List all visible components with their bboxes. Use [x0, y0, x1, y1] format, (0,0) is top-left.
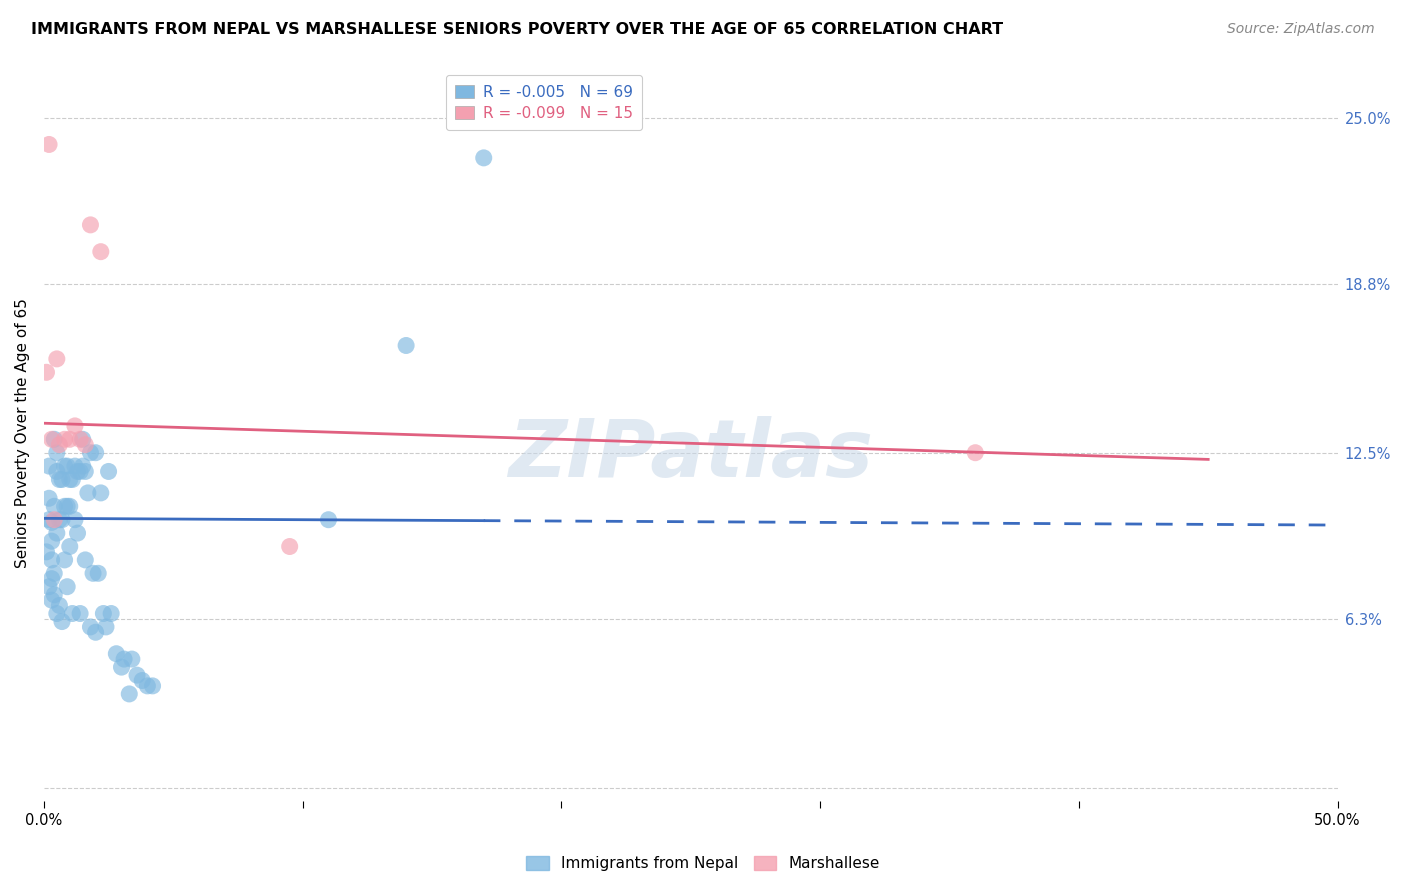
Point [79, 620, 101, 634]
Point [38, 459, 60, 474]
Point [44, 566, 66, 581]
Point [278, 540, 301, 554]
Point [44, 500, 66, 514]
Point [45, 446, 67, 460]
Point [38, 580, 60, 594]
Point [38, 491, 60, 506]
Point [44, 513, 66, 527]
Point [136, 679, 159, 693]
Point [76, 486, 98, 500]
Point [35, 365, 58, 379]
Point [395, 338, 418, 352]
Point [112, 652, 135, 666]
Point [72, 432, 94, 446]
Point [66, 465, 89, 479]
Point [472, 151, 495, 165]
Point [72, 459, 94, 474]
Point [35, 545, 58, 559]
Point [59, 432, 82, 446]
Point [44, 432, 66, 446]
Point [53, 553, 76, 567]
Point [48, 437, 70, 451]
Point [45, 526, 67, 541]
Point [45, 607, 67, 621]
Point [121, 652, 143, 666]
Point [45, 465, 67, 479]
Point [84, 625, 107, 640]
Point [41, 572, 63, 586]
Point [63, 459, 86, 474]
Point [45, 351, 67, 366]
Text: IMMIGRANTS FROM NEPAL VS MARSHALLESE SENIORS POVERTY OVER THE AGE OF 65 CORRELAT: IMMIGRANTS FROM NEPAL VS MARSHALLESE SEN… [31, 22, 1002, 37]
Point [56, 500, 79, 514]
Point [131, 673, 153, 688]
Point [79, 218, 101, 232]
Point [69, 465, 91, 479]
Point [75, 465, 97, 479]
Point [94, 620, 117, 634]
Point [965, 446, 987, 460]
Point [60, 473, 83, 487]
Text: Source: ZipAtlas.com: Source: ZipAtlas.com [1227, 22, 1375, 37]
Legend: Immigrants from Nepal, Marshallese: Immigrants from Nepal, Marshallese [520, 850, 886, 877]
Point [318, 513, 340, 527]
Point [82, 566, 104, 581]
Y-axis label: Seniors Poverty Over the Age of 65: Seniors Poverty Over the Age of 65 [15, 298, 30, 567]
Point [60, 607, 83, 621]
Point [48, 473, 70, 487]
Point [53, 500, 76, 514]
Point [59, 500, 82, 514]
Point [69, 607, 91, 621]
Point [56, 580, 79, 594]
Point [53, 432, 76, 446]
Point [110, 660, 132, 674]
Point [75, 553, 97, 567]
Text: ZIPatlas: ZIPatlas [508, 416, 873, 493]
Point [93, 607, 115, 621]
Point [118, 687, 141, 701]
Legend: R = -0.005   N = 69, R = -0.099   N = 15: R = -0.005 N = 69, R = -0.099 N = 15 [446, 76, 643, 130]
Point [48, 599, 70, 613]
Point [79, 446, 101, 460]
Point [75, 437, 97, 451]
Point [125, 668, 148, 682]
Point [38, 513, 60, 527]
Point [51, 513, 73, 527]
Point [97, 465, 120, 479]
Point [48, 513, 70, 527]
Point [87, 566, 110, 581]
Point [53, 459, 76, 474]
Point [84, 446, 107, 460]
Point [44, 588, 66, 602]
Point [41, 432, 63, 446]
Point [41, 593, 63, 607]
Point [90, 244, 112, 259]
Point [90, 486, 112, 500]
Point [105, 647, 128, 661]
Point [51, 473, 73, 487]
Point [63, 513, 86, 527]
Point [38, 137, 60, 152]
Point [41, 516, 63, 530]
Point [100, 607, 122, 621]
Point [41, 553, 63, 567]
Point [66, 526, 89, 541]
Point [59, 473, 82, 487]
Point [41, 534, 63, 549]
Point [56, 459, 79, 474]
Point [69, 432, 91, 446]
Point [142, 679, 165, 693]
Point [63, 418, 86, 433]
Point [51, 615, 73, 629]
Point [59, 540, 82, 554]
